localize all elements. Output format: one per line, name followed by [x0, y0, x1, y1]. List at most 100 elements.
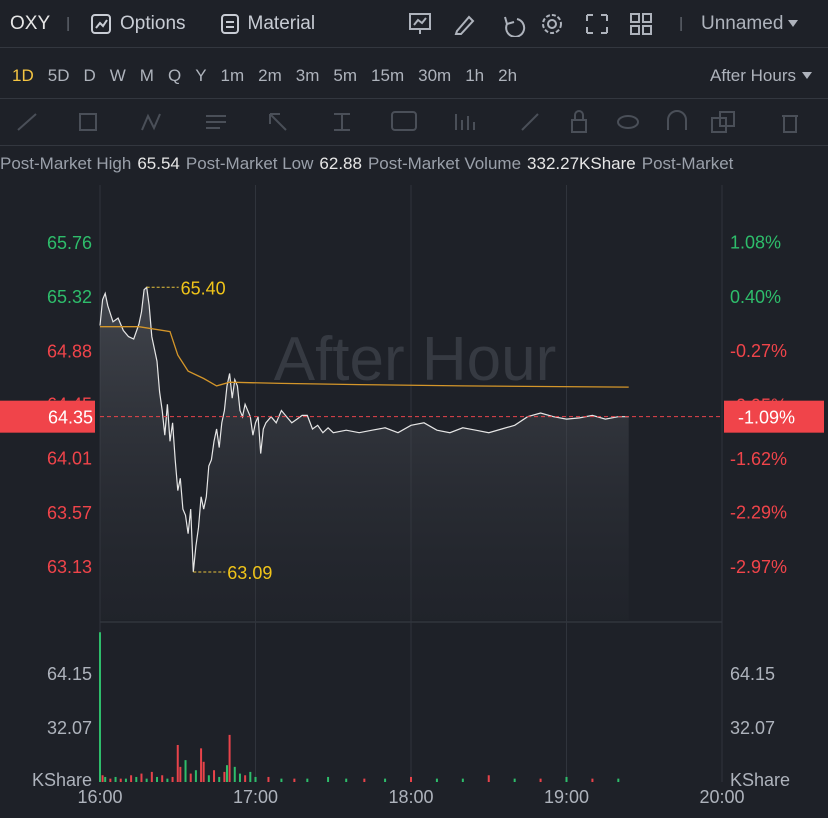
y2-tick-label: -0.27%	[730, 341, 787, 361]
period[interactable]: 5m	[333, 65, 358, 85]
volume-bar	[539, 778, 542, 782]
y-tick-label: 65.76	[47, 233, 92, 253]
volume-bar	[161, 775, 164, 782]
session[interactable]: After Hours	[710, 65, 796, 85]
y-tick-label: 64.88	[47, 341, 92, 361]
average-line	[100, 326, 629, 388]
volume-bar	[617, 778, 620, 782]
price-line	[99, 286, 629, 572]
stat-value: 65.54	[137, 154, 180, 173]
stat-label: Post-Market Low	[185, 154, 314, 173]
period[interactable]: 2m	[258, 65, 282, 85]
x-tick-label: 19:00	[544, 787, 589, 807]
volume-bar	[150, 771, 153, 782]
volume-bar	[254, 776, 257, 782]
volume-bar	[345, 778, 348, 782]
tool-icons[interactable]	[407, 11, 667, 37]
period[interactable]: 3m	[295, 65, 320, 85]
volume-bar	[184, 760, 187, 782]
x-tick-label: 20:00	[699, 787, 744, 807]
y2-tick-label: 0.40%	[730, 287, 781, 307]
volume-bar	[171, 776, 174, 782]
y-tick-label: 65.32	[47, 287, 92, 307]
separator: |	[66, 15, 71, 32]
volume-tick-label: 64.15	[47, 664, 92, 684]
period[interactable]: 15m	[371, 65, 405, 85]
period[interactable]: 1D	[12, 65, 34, 85]
volume-bar	[233, 766, 236, 782]
volume-tick-label: 32.07	[47, 718, 92, 738]
period[interactable]: 1h	[465, 65, 485, 85]
period[interactable]: Q	[167, 65, 182, 85]
period[interactable]: Y	[195, 65, 207, 85]
period[interactable]: D	[83, 65, 96, 85]
volume-bar	[140, 773, 143, 782]
chart: After Hour 16:00 17:00 18:00 19:00 20:00 63.1…	[0, 185, 824, 807]
y2-tick-label: -1.62%	[730, 449, 787, 469]
volume-bar	[363, 778, 366, 782]
volume-bar	[109, 778, 112, 782]
volume-unit: KShare	[730, 770, 790, 790]
stat-value: 332.27KShare	[527, 154, 636, 173]
volume-bar	[384, 778, 387, 782]
volume-bar	[207, 775, 210, 782]
y-tick-label: 64.01	[47, 449, 92, 469]
last-price-label: 64.35	[48, 408, 93, 428]
period[interactable]: 2h	[498, 65, 518, 85]
volume-bar	[176, 744, 179, 782]
dropdown-arrow[interactable]	[802, 72, 812, 79]
volume-bar	[135, 776, 138, 782]
volume-bar	[249, 771, 252, 782]
volume-bar	[280, 778, 283, 782]
material[interactable]: Material	[247, 12, 316, 34]
volume-bar	[119, 778, 122, 782]
volume-bar	[306, 778, 309, 782]
price-area	[100, 287, 629, 620]
volume-bar	[130, 775, 133, 782]
period[interactable]: 5D	[47, 65, 70, 85]
volume-tick-label: 64.15	[730, 664, 775, 684]
y-tick-label: 63.13	[47, 557, 92, 577]
period[interactable]: 1m	[220, 65, 245, 85]
volume-bar	[513, 778, 516, 782]
volume-bar	[461, 778, 464, 782]
volume-bar	[179, 766, 182, 782]
volume-bar	[435, 778, 438, 782]
volume-tick-label: 32.07	[730, 718, 775, 738]
volume-bar	[218, 776, 221, 782]
y2-tick-label: -2.97%	[730, 557, 787, 577]
top-bar: OXY | Options Material | Unnamed	[0, 0, 828, 48]
volume-bar	[213, 770, 216, 782]
volume-bar	[99, 632, 101, 782]
x-tick-label: 16:00	[77, 787, 122, 807]
options-icon[interactable]	[90, 13, 112, 35]
drawing-toolbar	[0, 100, 828, 146]
symbol[interactable]: OXY	[10, 12, 51, 34]
period[interactable]: W	[109, 65, 126, 85]
volume-bar	[565, 776, 568, 782]
volume-bar	[104, 776, 107, 782]
volume-unit: KShare	[32, 770, 92, 790]
volume-bar	[410, 776, 412, 782]
annotation-label: 65.40	[181, 278, 226, 298]
volume-bar	[225, 765, 228, 782]
layout-name[interactable]: Unnamed	[701, 12, 784, 34]
drawing-tools[interactable]	[0, 100, 828, 146]
material-icon[interactable]	[220, 13, 240, 35]
period[interactable]: 30m	[418, 65, 452, 85]
volume-bar	[591, 778, 594, 782]
stat-value: 62.88	[319, 154, 362, 173]
volume-bar	[114, 776, 117, 782]
y-tick-label: 63.57	[47, 503, 92, 523]
dropdown-arrow[interactable]	[788, 20, 799, 27]
options[interactable]: Options	[120, 12, 186, 34]
last-change-label: -1.09%	[738, 408, 795, 428]
separator: |	[679, 15, 683, 32]
stats-bar: Post-Market High 65.54 Post-Market Low 62.8…	[0, 150, 828, 178]
x-tick-label: 18:00	[388, 787, 433, 807]
period[interactable]: M	[139, 65, 154, 85]
last-change-box	[724, 400, 824, 433]
stat-label: Post-Market High	[0, 154, 132, 173]
volume-bar	[267, 776, 270, 782]
